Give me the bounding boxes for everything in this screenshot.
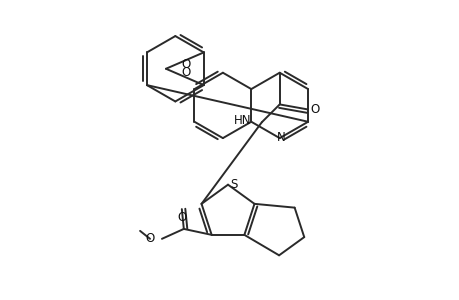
Text: O: O [177,211,186,224]
Text: O: O [146,232,155,245]
Text: O: O [181,67,190,80]
Text: O: O [310,103,319,116]
Text: S: S [230,178,237,191]
Text: N: N [277,130,285,144]
Text: HN: HN [234,114,252,127]
Text: O: O [181,58,190,71]
